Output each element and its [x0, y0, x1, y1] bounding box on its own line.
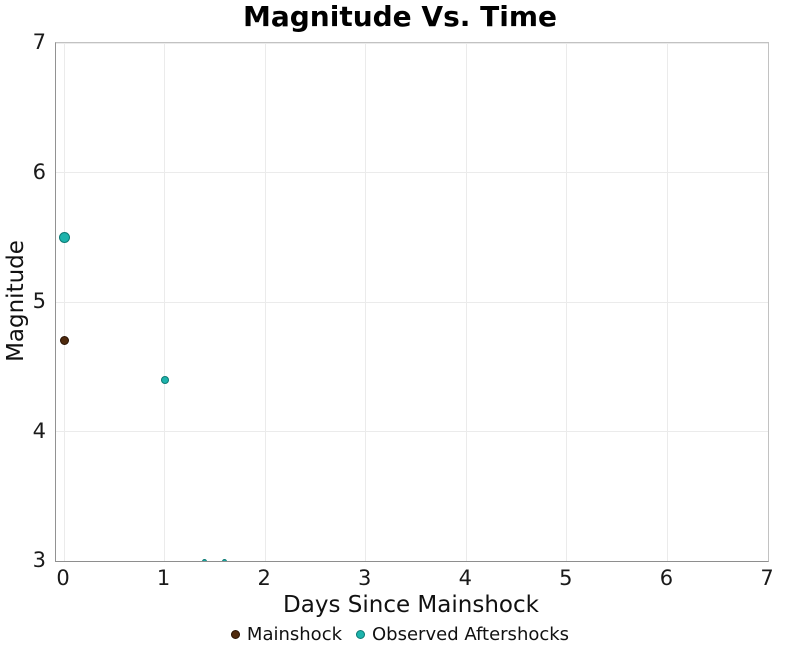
- chart-title: Magnitude Vs. Time: [242, 0, 557, 33]
- gridline-y-5: [56, 301, 768, 303]
- y-tick-label: 5: [32, 289, 46, 313]
- data-point: [59, 336, 69, 346]
- gridline-y-6: [56, 172, 768, 173]
- data-point: [222, 558, 228, 561]
- y-tick-label: 7: [32, 30, 46, 54]
- x-axis-title: Days Since Mainshock: [283, 592, 539, 618]
- x-tick-label: 4: [458, 566, 472, 590]
- legend-item: Mainshock: [230, 624, 343, 645]
- y-tick-label: 3: [32, 548, 46, 572]
- data-point: [58, 231, 70, 243]
- data-point: [202, 558, 208, 561]
- legend-marker-icon: [356, 630, 366, 639]
- legend-label: Mainshock: [246, 624, 343, 645]
- legend-item: Observed Aftershocks: [356, 624, 569, 645]
- y-tick-label: 4: [32, 418, 46, 443]
- gridline-y-7: [56, 43, 768, 44]
- legend: Mainshock Observed Aftershocks: [0, 624, 800, 645]
- gridline-y-3: [56, 560, 768, 561]
- x-tick-label: 5: [559, 566, 573, 590]
- plot-area: [55, 42, 769, 562]
- legend-label: Observed Aftershocks: [372, 624, 570, 645]
- legend-marker-icon: [230, 630, 240, 639]
- x-tick-label: 6: [659, 566, 674, 590]
- gridline-y-4: [56, 431, 768, 432]
- data-point: [160, 375, 169, 384]
- x-tick-label: 0: [56, 566, 70, 590]
- x-tick-label: 7: [760, 566, 774, 590]
- y-axis-title: Magnitude: [3, 240, 29, 362]
- y-tick-label: 6: [32, 159, 46, 184]
- x-tick-label: 2: [257, 566, 271, 590]
- x-tick-label: 3: [358, 566, 372, 590]
- x-tick-label: 1: [156, 566, 171, 590]
